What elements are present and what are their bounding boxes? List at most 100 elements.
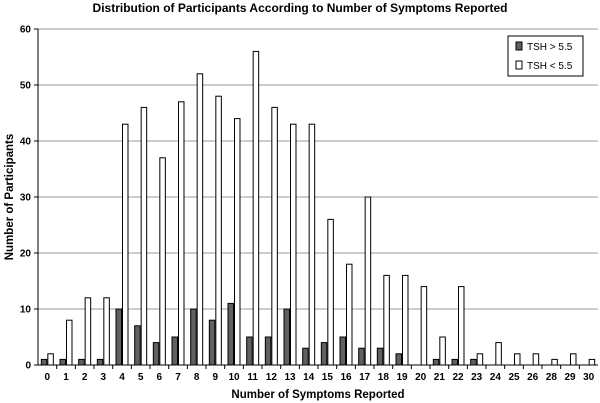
chart-title: Distribution of Participants According t… [93, 1, 508, 15]
bar-tsh-above [171, 336, 178, 366]
legend-swatch-tsh-above [515, 41, 523, 51]
bar-tsh-below [476, 353, 484, 366]
y-tick-label: 10 [20, 305, 32, 316]
x-tick-label: 1 [63, 372, 69, 383]
bar-tsh-below [159, 157, 166, 366]
bar-tsh-above [395, 353, 402, 366]
bar-tsh-above [227, 302, 234, 366]
bar-tsh-below [215, 95, 222, 366]
bar-tsh-below [327, 218, 334, 366]
y-tick-label: 30 [20, 193, 32, 204]
bar-tsh-below [570, 353, 577, 366]
legend-label-tsh-above: TSH > 5.5 [527, 42, 573, 53]
x-tick-label: 9 [213, 372, 219, 383]
x-tick-label: 26 [527, 372, 539, 383]
bar-tsh-above [358, 347, 365, 366]
bar-tsh-below [364, 196, 372, 366]
bar-tsh-below [122, 123, 129, 366]
bars [40, 50, 596, 366]
x-tick-label: 22 [452, 372, 464, 383]
x-axis-label: Number of Symptoms Reported [231, 389, 404, 401]
bar-tsh-above [432, 358, 440, 366]
x-tick-label: 8 [194, 372, 200, 383]
bar-tsh-below [402, 274, 409, 366]
x-tick-label: 30 [583, 372, 595, 383]
x-tick-label: 29 [564, 372, 576, 383]
gridlines [38, 28, 598, 310]
bar-tsh-below [420, 286, 428, 366]
bar-tsh-below [383, 274, 390, 366]
x-tick-label: 14 [303, 372, 315, 383]
legend-swatch-tsh-below [515, 60, 523, 70]
bar-tsh-above [451, 358, 458, 366]
x-tick-label: 16 [340, 372, 352, 383]
x-tick-label: 5 [138, 372, 144, 383]
legend-label-tsh-below: TSH < 5.5 [527, 61, 573, 72]
x-tick-label: 20 [415, 372, 427, 383]
x-tick-label: 4 [119, 372, 125, 383]
bar-tsh-below [252, 50, 260, 366]
y-tick-label: 40 [20, 137, 32, 148]
bar-tsh-below [234, 118, 241, 366]
x-tick-label: 6 [157, 372, 163, 383]
bar-tsh-below [551, 358, 558, 366]
y-tick-label: 0 [25, 361, 31, 372]
bar-tsh-above [283, 308, 290, 366]
bar-tsh-above [320, 342, 328, 366]
bar-tsh-above [115, 308, 122, 366]
bar-tsh-below [290, 123, 297, 366]
bar-tsh-above [376, 347, 384, 366]
bar-tsh-below [178, 101, 185, 366]
y-tick-label: 50 [20, 81, 32, 92]
bar-tsh-below [47, 353, 54, 366]
bar-tsh-below [588, 358, 596, 366]
bar-tsh-below [458, 286, 465, 366]
x-axis-ticks: 0 1 2 3 4 5 6 7 8 9 10 11 12 13 14 15 16 17 18 19 20 21 22 23 24… [45, 365, 595, 383]
x-tick-label: 15 [322, 372, 334, 383]
x-tick-label: 2 [82, 372, 88, 383]
y-axis-label: Number of Participants [4, 134, 16, 261]
bar-tsh-above [40, 358, 48, 366]
bar-tsh-below [84, 297, 92, 366]
bar-tsh-below [271, 106, 278, 366]
bar-tsh-above [302, 347, 309, 366]
bar-tsh-above [264, 336, 272, 366]
x-tick-label: 7 [175, 372, 181, 383]
bar-tsh-above [339, 336, 346, 366]
x-tick-label: 23 [471, 372, 483, 383]
x-tick-label: 25 [508, 372, 520, 383]
bar-tsh-below [196, 73, 204, 366]
bar-tsh-above [246, 336, 253, 366]
x-tick-label: 12 [266, 372, 278, 383]
y-tick-label: 60 [20, 25, 32, 36]
x-tick-label: 21 [434, 372, 446, 383]
x-tick-label: 28 [546, 372, 558, 383]
bar-tsh-above [190, 308, 197, 366]
bar-tsh-above [78, 358, 85, 366]
bar-tsh-above [134, 325, 141, 366]
x-tick-label: 0 [45, 372, 51, 383]
x-tick-label: 19 [396, 372, 408, 383]
y-tick-label: 20 [20, 249, 32, 260]
x-tick-label: 13 [284, 372, 296, 383]
bar-tsh-below [308, 123, 316, 366]
bar-tsh-below [103, 297, 110, 366]
x-tick-label: 17 [359, 372, 371, 383]
x-tick-label: 18 [378, 372, 390, 383]
bar-tsh-above [59, 358, 66, 366]
x-tick-label: 10 [228, 372, 240, 383]
bar-tsh-below [532, 353, 540, 366]
bar-tsh-below [439, 336, 446, 366]
bar-tsh-above [96, 358, 104, 366]
x-tick-label: 24 [490, 372, 502, 383]
bar-tsh-above [152, 342, 160, 366]
bar-tsh-below [514, 353, 521, 366]
y-axis-ticks: 0 10 20 30 40 50 60 [20, 25, 38, 372]
legend: TSH > 5.5 TSH < 5.5 [507, 35, 584, 77]
x-tick-label: 3 [101, 372, 107, 383]
bar-tsh-below [495, 342, 502, 366]
x-tick-label: 11 [247, 372, 258, 383]
bar-tsh-above [470, 358, 477, 366]
bar-tsh-below [66, 319, 73, 366]
